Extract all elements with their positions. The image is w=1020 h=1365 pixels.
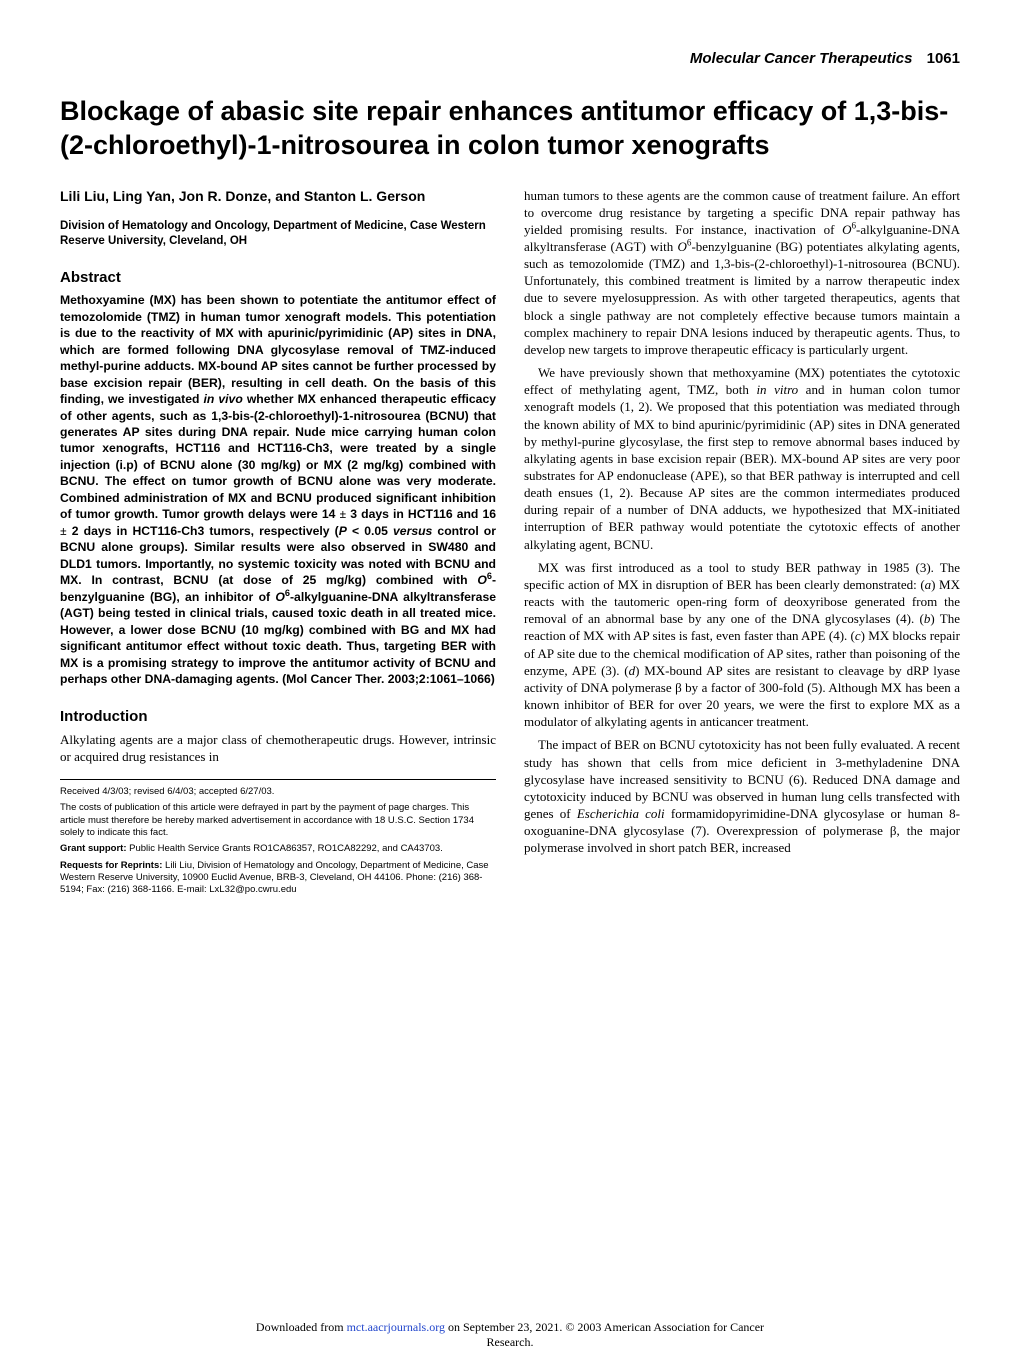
footnote-grant: Grant support: Public Health Service Gra… bbox=[60, 843, 496, 855]
footnote-costs: The costs of publication of this article… bbox=[60, 802, 496, 839]
footnote-divider bbox=[60, 779, 496, 780]
running-head: Molecular Cancer Therapeutics 1061 bbox=[60, 50, 960, 67]
affiliation: Division of Hematology and Oncology, Dep… bbox=[60, 219, 496, 249]
download-link[interactable]: mct.aacrjournals.org bbox=[347, 1320, 445, 1334]
page-number: 1061 bbox=[927, 50, 960, 67]
body-paragraph-4: The impact of BER on BCNU cytotoxicity h… bbox=[524, 736, 960, 856]
footnote-grant-text: Public Health Service Grants RO1CA86357,… bbox=[129, 843, 443, 854]
right-column: human tumors to these agents are the com… bbox=[524, 187, 960, 901]
body-paragraph-2: We have previously shown that methoxyami… bbox=[524, 364, 960, 553]
abstract-heading: Abstract bbox=[60, 269, 496, 286]
footnote-grant-lead: Grant support: bbox=[60, 843, 129, 854]
journal-name: Molecular Cancer Therapeutics bbox=[690, 50, 913, 67]
introduction-heading: Introduction bbox=[60, 708, 496, 725]
body-paragraph-3: MX was first introduced as a tool to stu… bbox=[524, 559, 960, 731]
footnote-received: Received 4/3/03; revised 6/4/03; accepte… bbox=[60, 786, 496, 798]
download-bar: Downloaded from mct.aacrjournals.org on … bbox=[0, 1320, 1020, 1351]
intro-paragraph-1: Alkylating agents are a major class of c… bbox=[60, 731, 496, 765]
download-middle: on September 23, 2021. © 2003 American A… bbox=[445, 1320, 764, 1334]
two-column-layout: Lili Liu, Ling Yan, Jon R. Donze, and St… bbox=[60, 187, 960, 901]
body-paragraph-1: human tumors to these agents are the com… bbox=[524, 187, 960, 359]
abstract-text: Methoxyamine (MX) has been shown to pote… bbox=[60, 292, 496, 687]
article-title: Blockage of abasic site repair enhances … bbox=[60, 95, 960, 163]
download-line2: Research. bbox=[487, 1335, 534, 1349]
author-list: Lili Liu, Ling Yan, Jon R. Donze, and St… bbox=[60, 187, 496, 206]
download-prefix: Downloaded from bbox=[256, 1320, 347, 1334]
footnote-reprints-lead: Requests for Reprints: bbox=[60, 860, 165, 871]
footnote-reprints: Requests for Reprints: Lili Liu, Divisio… bbox=[60, 860, 496, 897]
left-column: Lili Liu, Ling Yan, Jon R. Donze, and St… bbox=[60, 187, 496, 901]
